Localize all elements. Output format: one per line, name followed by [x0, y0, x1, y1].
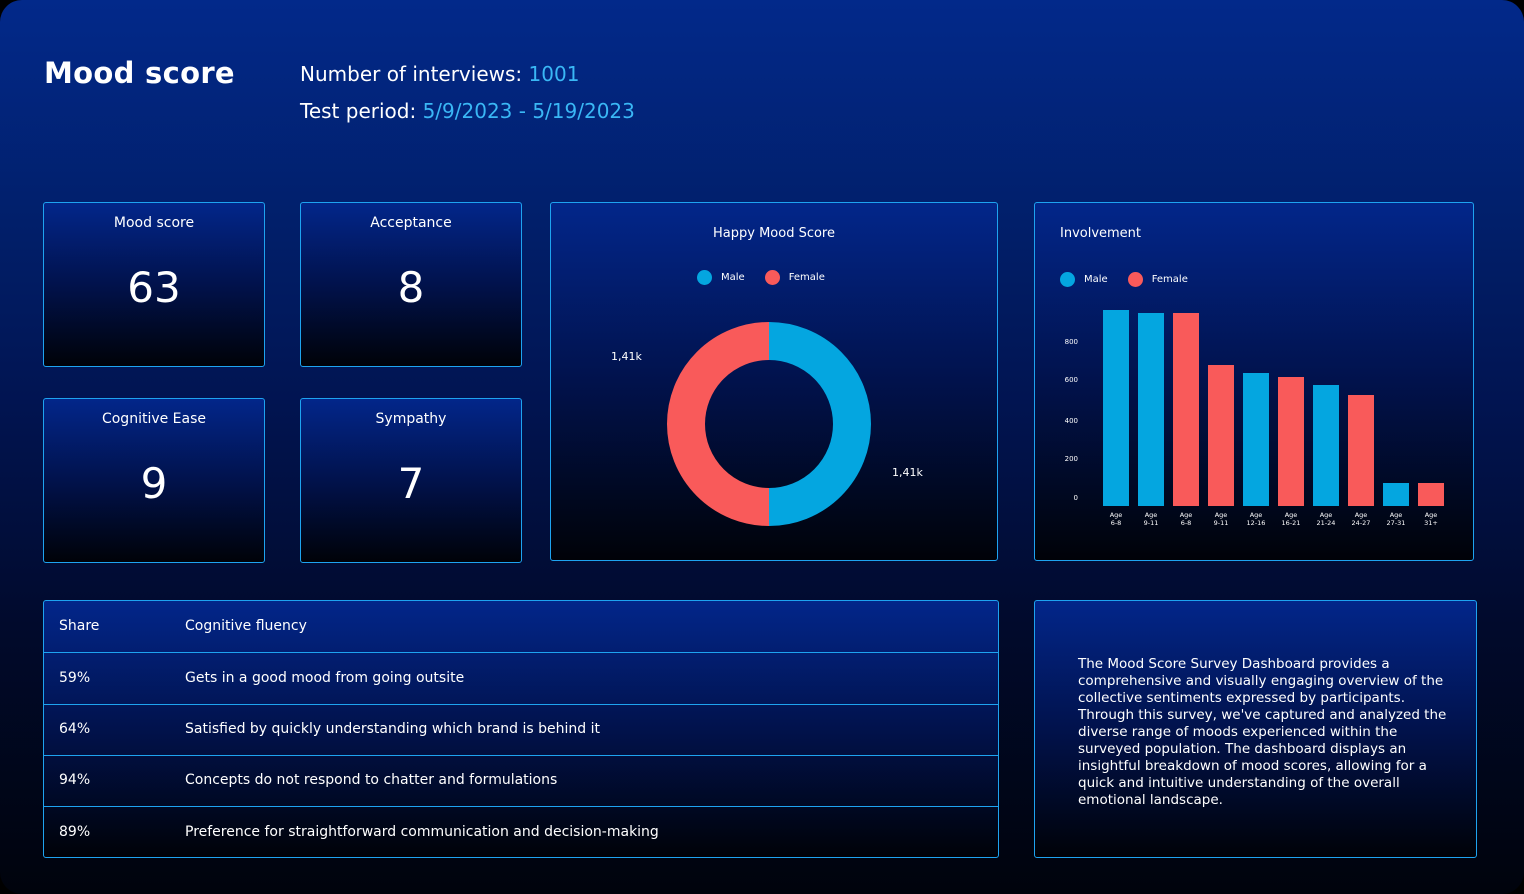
bar — [1138, 313, 1164, 506]
donut-chart: 1,41k 1,41k — [611, 322, 923, 526]
x-tick-label: Age — [1215, 511, 1228, 519]
x-tick-label: Age — [1320, 511, 1333, 519]
x-tick-label: 6-8 — [1181, 519, 1192, 527]
x-tick-label: 16-21 — [1282, 519, 1301, 527]
donut-label-female: 1,41k — [611, 350, 642, 363]
y-tick-label: 400 — [1065, 417, 1078, 425]
legend-male: Male — [1060, 272, 1108, 287]
description-panel: The Mood Score Survey Dashboard provides… — [1034, 600, 1477, 858]
x-tick-label: Age — [1285, 511, 1298, 519]
table-row: 64% Satisfied by quickly understanding w… — [44, 704, 998, 756]
y-tick-label: 0 — [1074, 494, 1078, 502]
x-tick-label: 9-11 — [1144, 519, 1159, 527]
donut-legend: Male Female — [697, 270, 845, 285]
x-tick-label: Age — [1250, 511, 1263, 519]
x-tick-label: Age — [1425, 511, 1438, 519]
x-tick-label: 9-11 — [1214, 519, 1229, 527]
female-dot-icon — [764, 270, 780, 285]
x-tick-label: Age — [1390, 511, 1403, 519]
kpi-label: Acceptance — [370, 215, 452, 231]
legend-male: Male — [697, 270, 745, 285]
description-text: The Mood Score Survey Dashboard provides… — [1078, 656, 1447, 808]
male-dot-icon — [697, 270, 712, 285]
x-tick-label: Age — [1180, 511, 1193, 519]
x-tick-label: Age — [1145, 511, 1158, 519]
kpi-value: 7 — [397, 459, 425, 508]
interviews-count: Number of interviews: 1001 — [300, 62, 580, 86]
y-tick-label: 600 — [1065, 376, 1078, 384]
legend-female: Female — [1127, 272, 1188, 287]
bar — [1383, 483, 1409, 506]
donut-title: Happy Mood Score — [713, 226, 835, 241]
male-dot-icon — [1060, 272, 1075, 287]
x-tick-label: Age — [1110, 511, 1123, 519]
kpi-value: 63 — [127, 263, 181, 312]
y-tick-label: 800 — [1065, 338, 1078, 346]
table-header: Share Cognitive fluency — [44, 601, 998, 653]
x-tick-label: 21-24 — [1317, 519, 1336, 527]
x-tick-label: 24-27 — [1352, 519, 1371, 527]
legend-female: Female — [764, 270, 825, 285]
table-row: 59% Gets in a good mood from going outsi… — [44, 653, 998, 705]
bar — [1173, 313, 1199, 506]
kpi-card-acceptance: Acceptance 8 — [300, 202, 522, 367]
x-tick-label: 6-8 — [1111, 519, 1122, 527]
page-title: Mood score — [44, 56, 235, 90]
bar — [1243, 373, 1269, 506]
kpi-value: 8 — [397, 263, 425, 312]
happy-mood-panel: Happy Mood Score Male Female 1,41k 1,41k — [550, 202, 998, 561]
bar — [1418, 483, 1444, 506]
x-tick-label: 12-16 — [1247, 519, 1266, 527]
table-row: 89% Preference for straightforward commu… — [59, 824, 659, 840]
donut-slice-female — [667, 322, 770, 526]
bar — [1278, 377, 1304, 506]
involvement-panel: Involvement Male Female 800 600 400 200 0 Age… — [1034, 202, 1474, 561]
x-tick-label: 27-31 — [1387, 519, 1406, 527]
bar — [1348, 395, 1374, 506]
kpi-label: Sympathy — [375, 411, 447, 427]
donut-slice-male — [768, 322, 871, 526]
involvement-title: Involvement — [1060, 226, 1142, 241]
kpi-card-cognitive-ease: Cognitive Ease 9 — [43, 398, 265, 563]
bar — [1208, 365, 1234, 506]
kpi-label: Cognitive Ease — [101, 411, 207, 427]
female-dot-icon — [1127, 272, 1143, 287]
kpi-card-sympathy: Sympathy 7 — [300, 398, 522, 563]
header-cognitive-fluency: Cognitive fluency — [185, 618, 307, 634]
bar — [1313, 385, 1339, 506]
kpi-value: 9 — [140, 459, 168, 508]
involvement-legend: Male Female — [1060, 272, 1208, 287]
header-share: Share — [59, 618, 100, 634]
bar — [1103, 310, 1129, 506]
donut-label-male: 1,41k — [892, 466, 923, 479]
test-period: Test period: 5/9/2023 - 5/19/2023 — [300, 99, 635, 123]
kpi-label: Mood score — [113, 215, 195, 231]
kpi-card-mood-score: Mood score 63 — [43, 202, 265, 367]
cognitive-fluency-table: Share Cognitive fluency 59% Gets in a go… — [43, 600, 999, 858]
y-tick-label: 200 — [1065, 455, 1078, 463]
x-tick-label: 31+ — [1424, 519, 1438, 527]
table-row: 94% Concepts do not respond to chatter a… — [44, 755, 998, 807]
x-tick-label: Age — [1355, 511, 1368, 519]
involvement-bar-chart: 8006004002000Age6-8Age9-11Age6-8Age9-11A… — [1065, 310, 1444, 527]
